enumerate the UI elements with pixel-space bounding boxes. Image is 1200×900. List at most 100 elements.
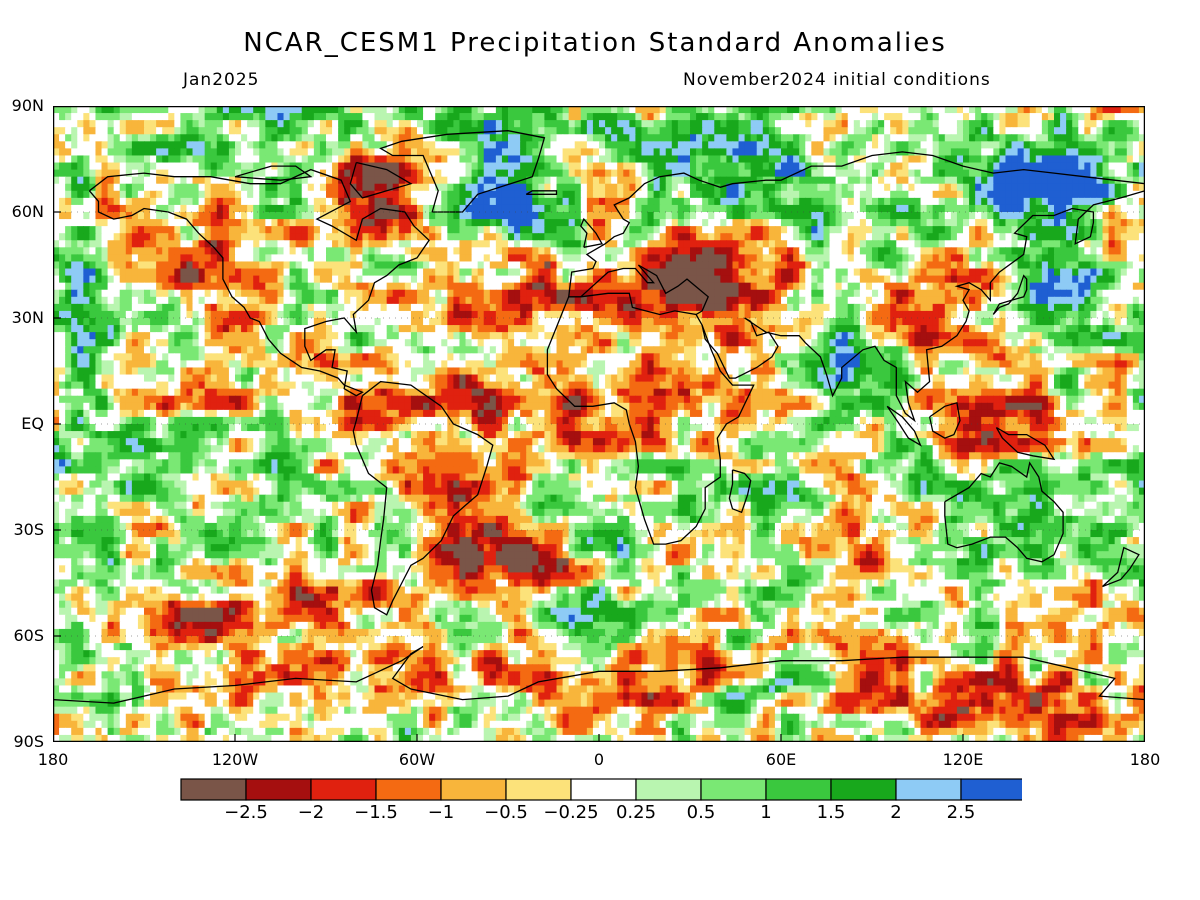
anomaly-cell — [975, 106, 982, 114]
anomaly-cell — [1114, 106, 1122, 114]
anomaly-cell — [732, 190, 740, 199]
anomaly-cell — [981, 155, 988, 164]
anomaly-cell — [1047, 275, 1055, 284]
anomaly-cell — [762, 134, 770, 142]
anomaly-cell — [1072, 127, 1079, 135]
anomaly-cell — [914, 190, 922, 199]
anomaly-cell — [720, 275, 727, 284]
anomaly-cell — [732, 226, 740, 234]
anomaly-cell — [471, 212, 479, 220]
anomaly-cell — [1132, 268, 1140, 277]
anomaly-cell — [459, 289, 467, 298]
anomaly-cell — [210, 275, 218, 284]
anomaly-cell — [817, 134, 825, 142]
anomaly-cell — [1072, 275, 1079, 284]
anomaly-cell — [404, 141, 412, 149]
anomaly-cell — [356, 106, 363, 114]
anomaly-cell — [53, 282, 60, 291]
anomaly-cell — [872, 134, 879, 142]
anomaly-cell — [975, 120, 982, 128]
anomaly-cell — [841, 240, 849, 248]
anomaly-cell — [605, 127, 612, 135]
anomaly-cell — [1078, 120, 1085, 128]
anomaly-cell — [1096, 268, 1104, 277]
anomaly-cell — [605, 120, 612, 128]
anomaly-cell — [938, 226, 946, 234]
anomaly-cell — [1041, 190, 1049, 199]
anomaly-cell — [859, 162, 867, 171]
anomaly-cell — [1126, 240, 1134, 248]
anomaly-cell — [471, 134, 479, 142]
anomaly-cell — [799, 233, 806, 241]
anomaly-cell — [247, 183, 254, 192]
anomaly-cell — [107, 162, 115, 171]
anomaly-cell — [319, 240, 327, 248]
anomaly-cell — [793, 254, 800, 263]
anomaly-cell — [1023, 148, 1031, 157]
anomaly-cell — [338, 240, 345, 248]
anomaly-cell — [878, 219, 885, 227]
anomaly-cell — [841, 127, 849, 135]
anomaly-cell — [1120, 190, 1128, 199]
anomaly-cell — [647, 190, 655, 199]
anomaly-cell — [1047, 155, 1055, 164]
anomaly-cell — [987, 219, 994, 227]
anomaly-cell — [235, 197, 242, 206]
anomaly-cell — [532, 247, 539, 255]
anomaly-cell — [774, 282, 782, 291]
anomaly-cell — [277, 275, 285, 284]
anomaly-cell — [1029, 254, 1037, 263]
anomaly-cell — [659, 176, 667, 185]
anomaly-cell — [101, 282, 109, 291]
anomaly-cell — [295, 233, 303, 241]
valid-month-label: Jan2025 — [183, 70, 260, 90]
anomaly-cell — [732, 169, 740, 178]
anomaly-cell — [532, 254, 539, 263]
anomaly-cell — [884, 176, 891, 185]
anomaly-cell — [944, 282, 952, 291]
anomaly-cell — [999, 169, 1007, 178]
anomaly-cell — [956, 120, 964, 128]
anomaly-cell — [611, 212, 618, 220]
anomaly-cell — [665, 183, 673, 192]
anomaly-cell — [629, 204, 636, 213]
anomaly-cell — [368, 268, 376, 277]
anomaly-cell — [465, 190, 473, 199]
anomaly-cell — [228, 219, 236, 227]
anomaly-cell — [999, 240, 1007, 248]
anomaly-cell — [198, 113, 206, 121]
anomaly-cell — [781, 120, 788, 128]
anomaly-cell — [599, 134, 606, 142]
anomaly-cell — [920, 226, 928, 234]
anomaly-cell — [969, 261, 976, 270]
anomaly-cell — [538, 289, 545, 298]
anomaly-cell — [477, 113, 485, 121]
anomaly-cell — [307, 254, 315, 263]
anomaly-cell — [508, 113, 515, 121]
anomaly-cell — [859, 212, 867, 220]
anomaly-cell — [762, 141, 770, 149]
anomaly-cell — [817, 240, 825, 248]
anomaly-cell — [744, 197, 752, 206]
anomaly-cell — [1066, 261, 1073, 270]
anomaly-cell — [538, 134, 545, 142]
anomaly-cell — [611, 169, 618, 178]
anomaly-cell — [732, 113, 740, 121]
anomaly-cell — [580, 176, 588, 185]
anomaly-cell — [847, 106, 855, 114]
anomaly-cell — [653, 169, 661, 178]
anomaly-cell — [884, 219, 891, 227]
anomaly-cell — [653, 204, 661, 213]
anomaly-cell — [920, 219, 928, 227]
anomaly-cell — [926, 141, 934, 149]
anomaly-cell — [1017, 134, 1025, 142]
anomaly-cell — [702, 212, 709, 220]
anomaly-cell — [1120, 212, 1128, 220]
anomaly-cell — [902, 197, 909, 206]
anomaly-cell — [592, 226, 600, 234]
anomaly-cell — [453, 106, 461, 114]
anomaly-cell — [683, 106, 691, 114]
anomaly-cell — [665, 240, 673, 248]
anomaly-cell — [1108, 113, 1116, 121]
anomaly-cell — [1035, 247, 1043, 255]
